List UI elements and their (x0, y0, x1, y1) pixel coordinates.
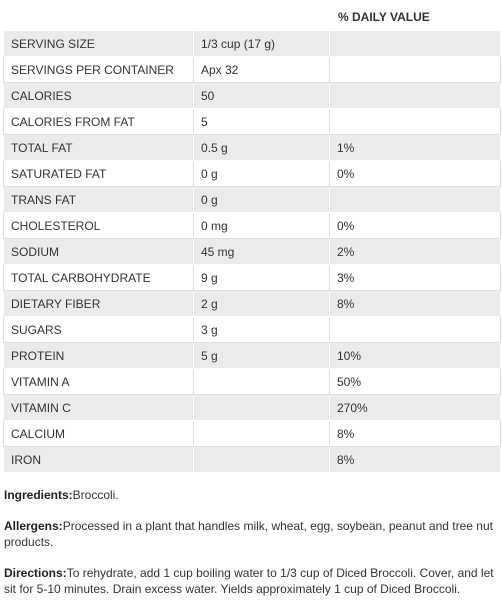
table-row: DIETARY FIBER 2 g 8% (3, 290, 501, 317)
cell-name: SERVING SIZE (3, 30, 194, 57)
table-row: SATURATED FAT 0 g 0% (3, 160, 501, 187)
cell-dv (329, 82, 501, 109)
cell-amount: 5 (193, 108, 330, 135)
cell-amount (193, 420, 330, 447)
cell-dv: 1% (329, 134, 501, 161)
cell-name: PROTEIN (3, 342, 194, 369)
table-row: TRANS FAT 0 g (3, 186, 501, 213)
nutrition-table: SERVING SIZE 1/3 cup (17 g) SERVINGS PER C… (3, 30, 501, 473)
cell-name: SERVINGS PER CONTAINER (3, 56, 194, 83)
note: Ingredients:Broccoli. (4, 487, 498, 503)
cell-amount (193, 446, 330, 473)
table-row: TOTAL CARBOHYDRATE 9 g 3% (3, 264, 501, 291)
table-row: VITAMIN C 270% (3, 394, 501, 421)
cell-dv: 270% (329, 394, 501, 421)
cell-name: SODIUM (3, 238, 194, 265)
cell-amount: 9 g (193, 264, 330, 291)
cell-amount: 45 mg (193, 238, 330, 265)
table-row: VITAMIN A 50% (3, 368, 501, 395)
table-row: SERVINGS PER CONTAINER Apx 32 (3, 56, 501, 83)
cell-amount: 0 g (193, 186, 330, 213)
note: Allergens:Processed in a plant that hand… (4, 518, 498, 550)
cell-name: CALORIES (3, 82, 194, 109)
table-row: CALCIUM 8% (3, 420, 501, 447)
cell-name: IRON (3, 446, 194, 473)
cell-dv: 2% (329, 238, 501, 265)
cell-name: SUGARS (3, 316, 194, 343)
cell-amount: 1/3 cup (17 g) (193, 30, 330, 57)
header-daily-value: % DAILY VALUE (338, 10, 430, 24)
table-row: SODIUM 45 mg 2% (3, 238, 501, 265)
cell-dv: 50% (329, 368, 501, 395)
cell-amount: 5 g (193, 342, 330, 369)
cell-name: VITAMIN A (3, 368, 194, 395)
cell-dv: 10% (329, 342, 501, 369)
note-text: Broccoli. (72, 488, 119, 502)
table-row: CALORIES 50 (3, 82, 501, 109)
cell-name: DIETARY FIBER (3, 290, 194, 317)
cell-name: TOTAL CARBOHYDRATE (3, 264, 194, 291)
cell-amount: 3 g (193, 316, 330, 343)
table-row: SUGARS 3 g (3, 316, 501, 343)
cell-dv: 3% (329, 264, 501, 291)
table-row: SERVING SIZE 1/3 cup (17 g) (3, 30, 501, 57)
cell-name: TRANS FAT (3, 186, 194, 213)
table-row: CHOLESTEROL 0 mg 0% (3, 212, 501, 239)
note-label: Allergens: (4, 519, 63, 533)
cell-dv: 0% (329, 212, 501, 239)
cell-amount: 0 g (193, 160, 330, 187)
note-text: To rehydrate, add 1 cup boiling water to… (4, 566, 494, 596)
table-row: PROTEIN 5 g 10% (3, 342, 501, 369)
note-text: Processed in a plant that handles milk, … (4, 519, 493, 549)
table-row: IRON 8% (3, 446, 501, 473)
cell-name: SATURATED FAT (3, 160, 194, 187)
cell-amount: Apx 32 (193, 56, 330, 83)
cell-amount: 50 (193, 82, 330, 109)
cell-name: CALCIUM (3, 420, 194, 447)
note-label: Ingredients: (4, 488, 73, 502)
cell-amount: 0 mg (193, 212, 330, 239)
cell-dv (329, 30, 501, 57)
note-label: Directions: (4, 566, 67, 580)
cell-name: VITAMIN C (3, 394, 194, 421)
cell-dv (329, 56, 501, 83)
cell-dv: 8% (329, 290, 501, 317)
cell-dv (329, 186, 501, 213)
cell-dv: 0% (329, 160, 501, 187)
cell-name: CALORIES FROM FAT (3, 108, 194, 135)
cell-amount: 2 g (193, 290, 330, 317)
cell-dv: 8% (329, 420, 501, 447)
cell-name: TOTAL FAT (3, 134, 194, 161)
cell-name: CHOLESTEROL (3, 212, 194, 239)
table-row: TOTAL FAT 0.5 g 1% (3, 134, 501, 161)
cell-dv (329, 316, 501, 343)
cell-dv: 8% (329, 446, 501, 473)
cell-amount (193, 394, 330, 421)
cell-amount (193, 368, 330, 395)
note: Directions:To rehydrate, add 1 cup boili… (4, 565, 498, 597)
notes: Ingredients:Broccoli. Allergens:Processed… (4, 487, 498, 612)
cell-amount: 0.5 g (193, 134, 330, 161)
cell-dv (329, 108, 501, 135)
table-row: CALORIES FROM FAT 5 (3, 108, 501, 135)
